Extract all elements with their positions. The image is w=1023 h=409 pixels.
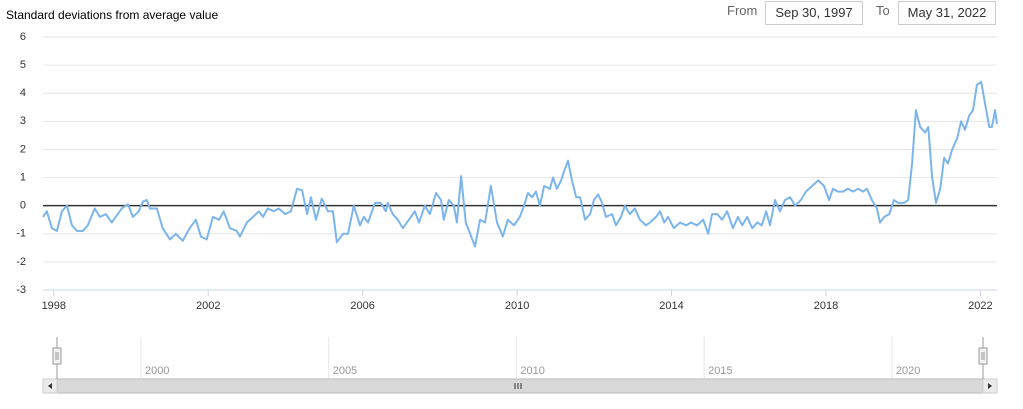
x-tick-label: 1998 xyxy=(42,300,66,312)
y-tick-label: 1 xyxy=(20,171,26,183)
x-tick-label: 2018 xyxy=(814,300,838,312)
y-tick-label: -3 xyxy=(16,284,26,296)
scrollbar-thumb[interactable] xyxy=(56,378,984,394)
arrow-left xyxy=(48,383,52,389)
y-tick-label: -1 xyxy=(16,228,26,240)
nav-handle-right[interactable] xyxy=(978,347,988,365)
y-axis-title: Standard deviations from average value xyxy=(6,8,218,22)
from-label: From xyxy=(727,3,758,18)
handle-grip xyxy=(981,352,985,360)
x-tick-label: 2006 xyxy=(350,300,374,312)
to-input[interactable]: May 31, 2022 xyxy=(898,1,996,25)
navigator-tick-label: 2010 xyxy=(520,365,544,377)
navigator-bg xyxy=(43,337,997,379)
y-tick-label: 6 xyxy=(20,31,26,43)
x-tick-label: 2002 xyxy=(196,300,220,312)
navigator-tick-label: 2015 xyxy=(708,365,732,377)
y-tick-label: -2 xyxy=(16,256,26,268)
to-label: To xyxy=(876,3,890,18)
x-tick-label: 2022 xyxy=(968,300,992,312)
scrollbar-grip xyxy=(514,383,522,389)
x-tick-label: 2014 xyxy=(659,300,683,312)
y-tick-label: 0 xyxy=(20,200,26,212)
nav-handle-left[interactable] xyxy=(52,347,62,365)
y-tick-label: 2 xyxy=(20,143,26,155)
from-input[interactable]: Sep 30, 1997 xyxy=(765,1,863,25)
navigator-tick-label: 2000 xyxy=(145,365,169,377)
y-tick-label: 5 xyxy=(20,59,26,71)
navigator-tick-label: 2005 xyxy=(333,365,357,377)
navigator-tick-label: 2020 xyxy=(896,365,920,377)
arrow-right xyxy=(988,383,992,389)
y-tick-label: 4 xyxy=(20,87,26,99)
y-tick-label: 3 xyxy=(20,115,26,127)
x-tick-label: 2010 xyxy=(505,300,529,312)
data-line xyxy=(42,80,998,248)
handle-grip xyxy=(55,352,59,360)
navigator: 2000 2005 2010 2015 2020 xyxy=(43,337,997,379)
